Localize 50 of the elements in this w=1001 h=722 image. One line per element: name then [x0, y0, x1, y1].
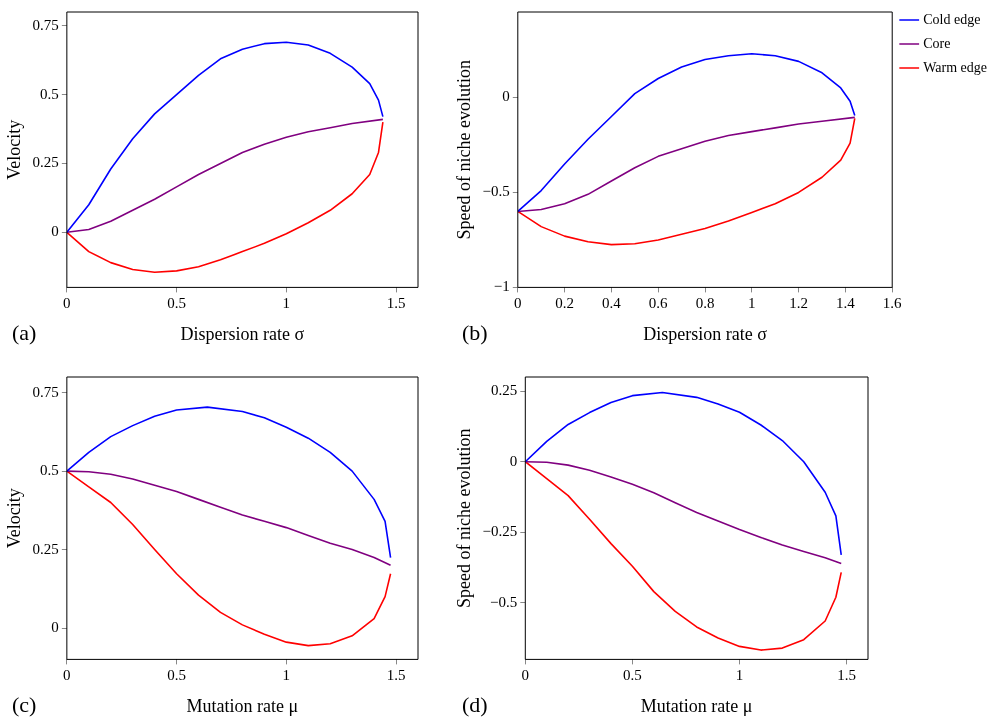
x-tick-label: 0.5	[623, 667, 642, 684]
y-tick-label: 0.5	[40, 85, 59, 102]
x-tick-label: 1.4	[836, 295, 856, 312]
text: (b)	[462, 320, 488, 346]
x-axis-title: Mutation rate μ	[640, 695, 753, 716]
x-tick-label: 1.5	[386, 295, 406, 312]
x-tick-label: 1	[735, 667, 744, 684]
y-axis-title: Speed of niche evolution	[453, 59, 474, 240]
text: (d)	[462, 692, 488, 718]
y-tick-label: −0.25	[482, 523, 518, 540]
y-tick-label: −1	[493, 278, 510, 295]
x-tick-label: 0	[521, 667, 530, 684]
legend-label: Cold edge	[923, 11, 981, 27]
x-tick-label: 0.5	[167, 295, 186, 312]
legend-label: Core	[923, 35, 951, 51]
x-tick-label: 1.5	[386, 667, 406, 684]
x-tick-label: 1.2	[789, 295, 808, 312]
x-axis-title: Dispersion rate σ	[180, 323, 305, 344]
y-tick-label: 0.5	[40, 462, 59, 479]
y-axis-title: Speed of niche evolution	[453, 428, 474, 608]
x-tick-label: 1	[282, 667, 291, 684]
y-tick-label: 0.25	[32, 154, 59, 171]
y-tick-label: 0	[51, 618, 59, 635]
x-tick-label: 0	[63, 667, 71, 684]
y-tick-label: −0.5	[482, 183, 510, 200]
x-tick-label: 1	[748, 295, 756, 312]
y-tick-label: 0.75	[32, 16, 59, 33]
x-tick-label: 1.5	[837, 667, 856, 684]
y-tick-label: 0	[502, 88, 510, 105]
x-tick-label: 1.6	[882, 295, 903, 312]
x-axis-title: Dispersion rate σ	[643, 323, 768, 344]
y-tick-label: −0.5	[490, 593, 518, 610]
y-tick-label: 0.75	[32, 383, 59, 400]
x-tick-label: 0.6	[648, 295, 669, 312]
text: (a)	[12, 320, 37, 346]
y-tick-label: 0.25	[32, 540, 59, 557]
x-tick-label: 0.2	[555, 295, 574, 312]
x-tick-label: 0	[63, 295, 71, 312]
x-tick-label: 0.4	[602, 295, 622, 312]
y-axis-title: Velocity	[3, 119, 24, 180]
x-tick-label: 1	[282, 295, 291, 312]
y-tick-label: 0	[51, 223, 59, 240]
legend-label: Warm edge	[923, 59, 988, 75]
y-tick-label: 0.25	[491, 382, 518, 399]
x-tick-label: 0.8	[695, 295, 715, 312]
y-tick-label: 0	[509, 452, 518, 469]
x-axis-title: Mutation rate μ	[186, 695, 299, 716]
y-axis-title: Velocity	[3, 488, 24, 549]
x-tick-label: 0.5	[167, 667, 186, 684]
text: (c)	[12, 692, 37, 718]
